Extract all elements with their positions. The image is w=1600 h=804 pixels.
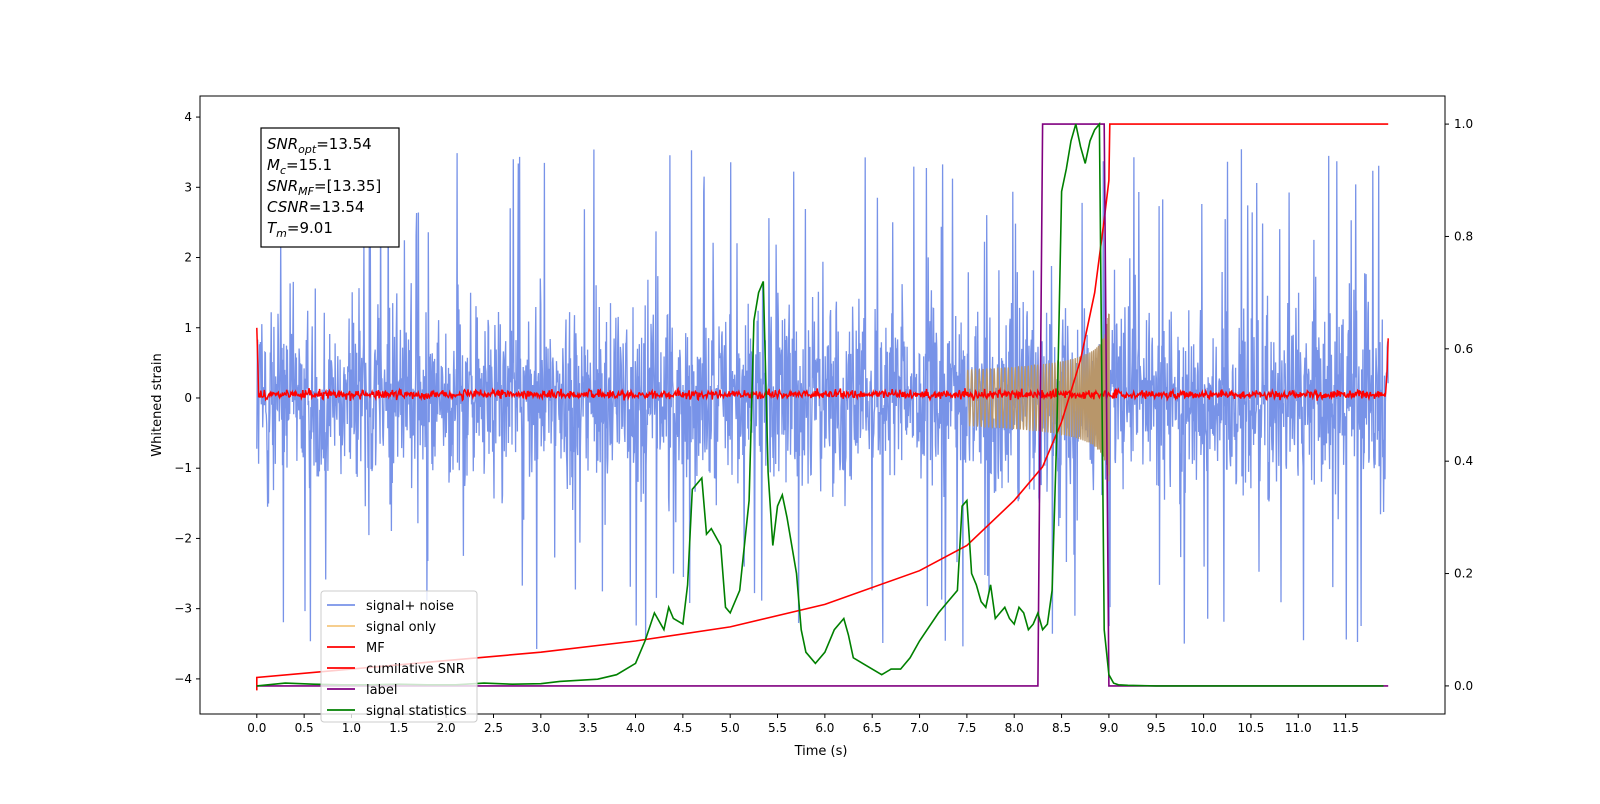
x-tick-label: 6.0 — [815, 721, 834, 735]
legend-label: signal only — [366, 620, 436, 635]
legend-label: signal+ noise — [366, 599, 454, 614]
right-axis-ticks: 1.0 0.8 0.6 0.4 0.2 0.0 — [1445, 117, 1473, 693]
series-signal-noise — [256, 149, 1389, 650]
series-signal-statistics — [256, 121, 1384, 687]
y-right-tick-label: 1.0 — [1454, 117, 1473, 131]
y-axis-label: Whitened strain — [150, 353, 165, 456]
legend-label: signal statistics — [366, 704, 467, 719]
y-left-tick-label: 3 — [184, 180, 192, 194]
legend-items: signal+ noise signal only MF cumilative SNR… — [327, 599, 467, 719]
x-tick-label: 2.5 — [484, 721, 503, 735]
x-tick-label: 10.5 — [1238, 721, 1265, 735]
series-signal-only — [966, 313, 1111, 482]
x-tick-label: 4.0 — [626, 721, 645, 735]
y-left-tick-label: 4 — [184, 110, 192, 124]
x-tick-label: 8.5 — [1052, 721, 1071, 735]
info-snr-mf: SNRMF=[13.35] — [267, 177, 381, 198]
x-axis-ticks: 0.0 0.5 1.0 1.5 2.0 2.5 3.0 3.5 4.0 4.5 5.0 5.5 6.0 6… — [247, 714, 1359, 735]
series-label — [256, 123, 1389, 687]
y-right-tick-label: 0.6 — [1454, 342, 1473, 356]
x-tick-label: 0.5 — [295, 721, 314, 735]
y-left-tick-label: 0 — [184, 391, 192, 405]
y-right-tick-label: 0.8 — [1454, 229, 1473, 243]
x-tick-label: 10.0 — [1190, 721, 1217, 735]
signal-noise-layer — [256, 149, 1389, 650]
x-tick-label: 7.5 — [957, 721, 976, 735]
info-tm: Tm=9.01 — [267, 219, 333, 240]
x-axis-label: Time (s) — [794, 744, 848, 759]
info-csnr: CSNR=13.54 — [267, 198, 364, 216]
x-tick-label: 11.5 — [1332, 721, 1359, 735]
y-left-tick-label: −4 — [174, 672, 192, 686]
x-tick-label: 9.5 — [1147, 721, 1166, 735]
y-left-tick-label: −1 — [174, 461, 192, 475]
x-tick-label: 5.0 — [721, 721, 740, 735]
x-tick-label: 5.5 — [768, 721, 787, 735]
legend: signal+ noise signal only MF cumilative SNR… — [320, 590, 478, 723]
legend-label: label — [366, 683, 397, 698]
signal-only-layer — [966, 313, 1111, 482]
x-tick-label: 4.5 — [673, 721, 692, 735]
x-tick-label: 1.0 — [342, 721, 361, 735]
y-right-tick-label: 0.0 — [1454, 679, 1473, 693]
y-right-tick-label: 0.2 — [1454, 567, 1473, 581]
x-tick-label: 3.5 — [579, 721, 598, 735]
info-box-frame — [260, 127, 400, 248]
series-mf — [256, 327, 1389, 402]
x-tick-label: 1.5 — [389, 721, 408, 735]
y-left-tick-label: 1 — [184, 321, 192, 335]
x-tick-label: 9.0 — [1099, 721, 1118, 735]
x-tick-label: 11.0 — [1285, 721, 1312, 735]
x-tick-label: 3.0 — [531, 721, 550, 735]
x-tick-label: 7.0 — [910, 721, 929, 735]
y-right-tick-label: 0.4 — [1454, 454, 1473, 468]
info-mc: Mc=15.1 — [267, 156, 332, 177]
info-snr-opt: SNRopt=13.54 — [267, 135, 372, 156]
legend-label: MF — [366, 641, 385, 656]
y-left-tick-label: 2 — [184, 251, 192, 265]
plot-frame — [199, 95, 1446, 715]
info-box: SNRopt=13.54 Mc=15.1 SNRMF=[13.35] CSNR=… — [260, 127, 400, 248]
x-tick-label: 6.5 — [863, 721, 882, 735]
x-tick-label: 2.0 — [437, 721, 456, 735]
mf-layer — [256, 327, 1389, 402]
left-axis-ticks: 4 3 2 1 0 −1 −2 −3 −4 — [174, 110, 200, 686]
y-left-tick-label: −3 — [174, 602, 192, 616]
legend-frame — [320, 590, 478, 723]
x-tick-label: 8.0 — [1005, 721, 1024, 735]
legend-label: cumilative SNR — [366, 662, 465, 677]
y-left-tick-label: −2 — [174, 531, 192, 545]
x-tick-label: 0.0 — [247, 721, 266, 735]
